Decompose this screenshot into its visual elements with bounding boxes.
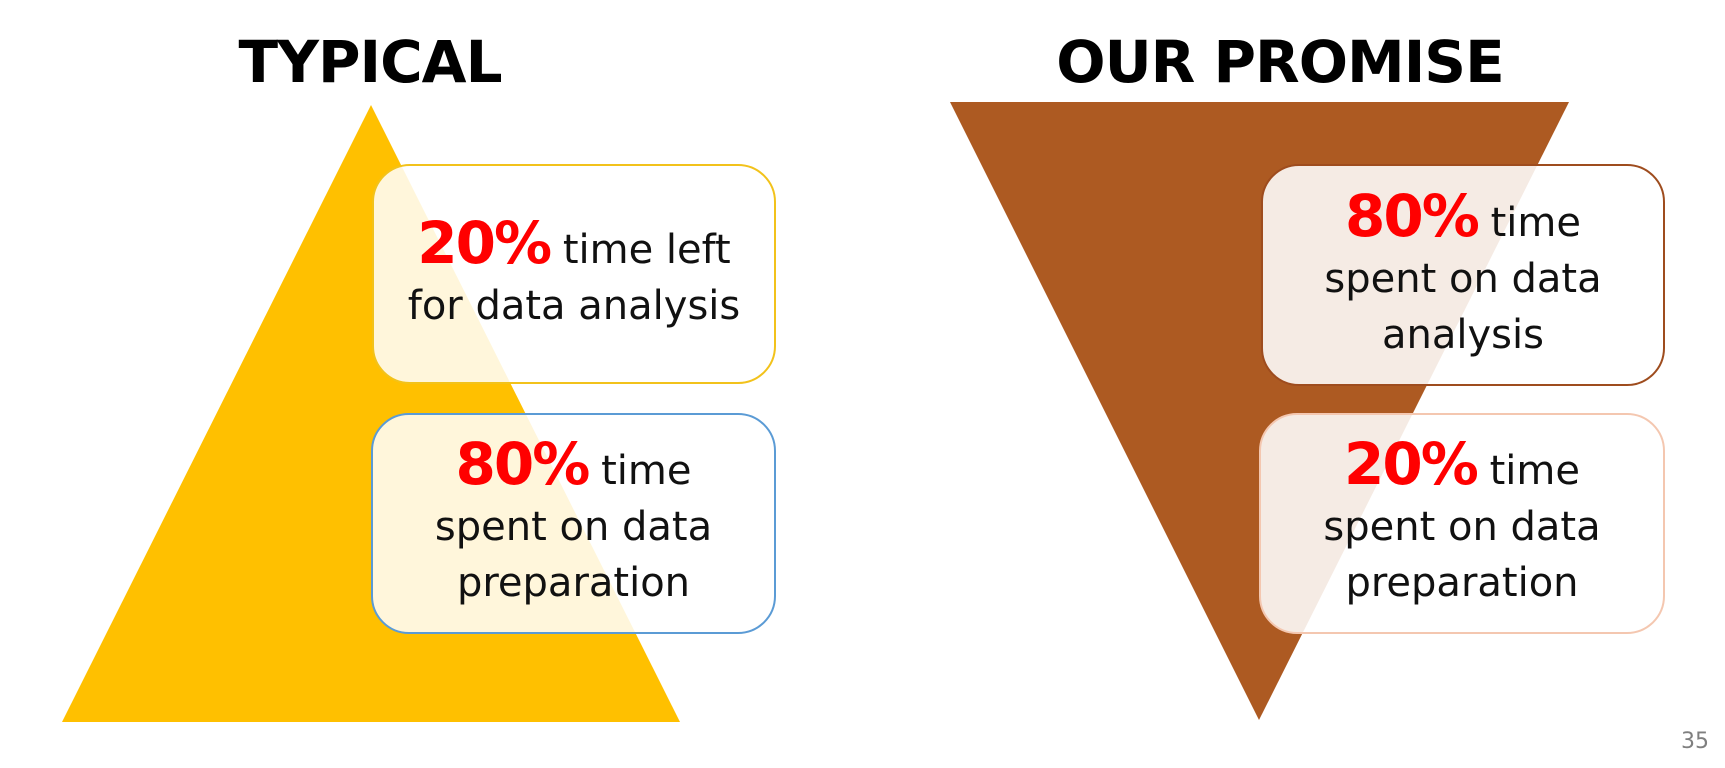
typical-analysis-box: 20% time left for data analysis [372,164,776,384]
typical-analysis-line2: for data analysis [407,282,741,329]
typical-title: TYPICAL [238,28,502,96]
typical-analysis-line1-text: time left [550,226,731,273]
promise-analysis-line2: spent on data [1324,255,1602,302]
typical-preparation-line1-text: time [588,448,692,494]
promise-analysis-box: 80% time spent on data analysis [1261,164,1665,386]
typical-preparation-percent: 80% [455,430,591,498]
typical-analysis-line1: 20% time left [417,214,731,278]
promise-analysis-line1: 80% time [1345,187,1581,251]
promise-preparation-line2: spent on data [1323,504,1601,550]
typical-preparation-box: 80% time spent on data preparation [371,413,776,634]
promise-preparation-box: 20% time spent on data preparation [1259,413,1665,634]
promise-preparation-percent: 20% [1344,430,1479,498]
promise-analysis-line3: analysis [1382,311,1544,358]
typical-analysis-percent: 20% [417,208,552,277]
promise-preparation-line1: 20% time [1344,435,1580,499]
typical-preparation-line1: 80% time [456,435,692,499]
typical-preparation-line3: preparation [456,560,691,606]
promise-preparation-line3: preparation [1345,560,1579,606]
promise-analysis-percent: 80% [1345,181,1480,250]
promise-analysis-line1-text: time [1477,199,1581,246]
our-promise-title: OUR PROMISE [1056,28,1504,96]
typical-preparation-line2: spent on data [434,504,713,550]
promise-preparation-line1-text: time [1476,448,1580,494]
page-number: 35 [1681,729,1709,754]
